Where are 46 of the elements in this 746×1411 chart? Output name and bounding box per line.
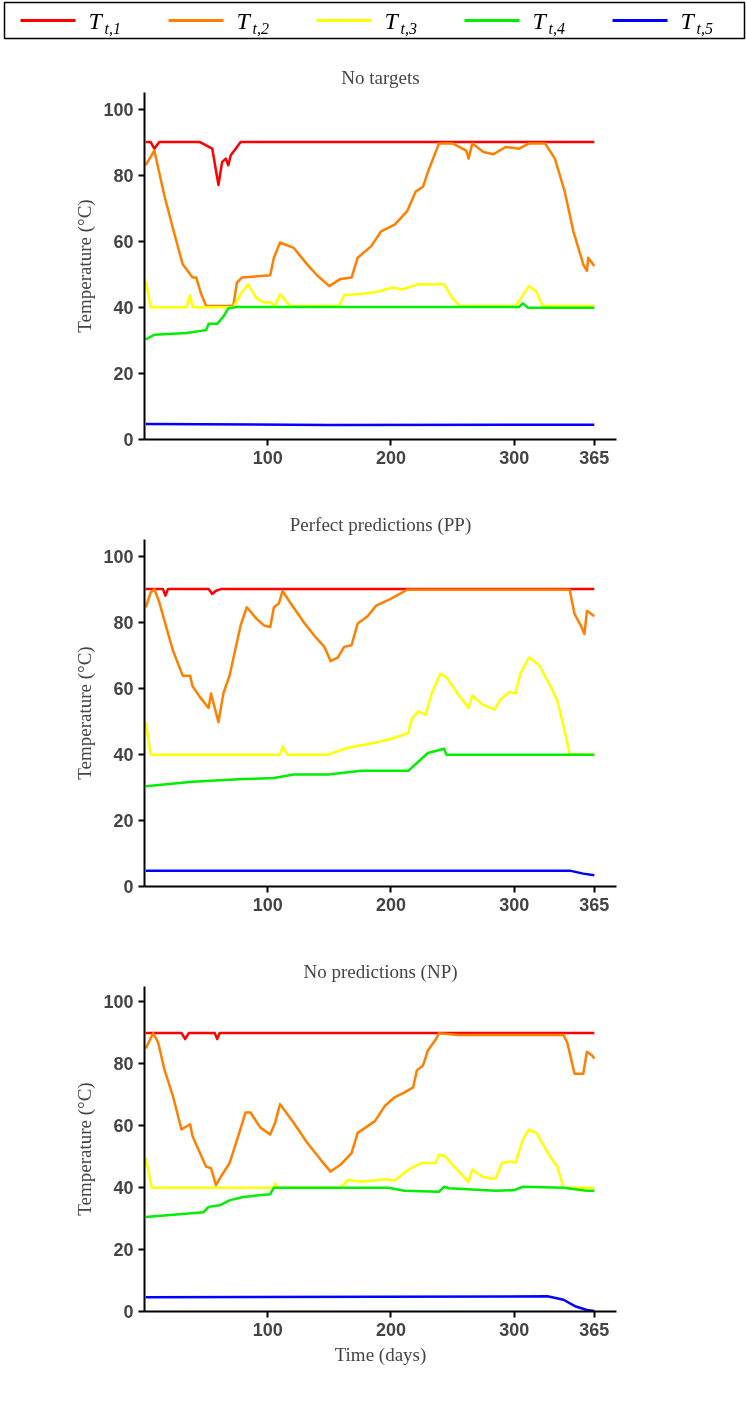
x-tick-label: 300 <box>499 447 530 468</box>
x-axis-title: Time (days) <box>334 1343 427 1366</box>
x-tick-label: 365 <box>579 1319 610 1340</box>
y-tick-label: 0 <box>123 877 134 897</box>
x-tick-label: 100 <box>252 1319 283 1340</box>
chart-title: No targets <box>341 66 420 88</box>
y-tick-label: 20 <box>113 363 134 384</box>
y-axis-title: Temperature (°C) <box>74 646 97 780</box>
x-tick-label: 100 <box>252 894 283 915</box>
y-tick-label: 60 <box>113 231 134 252</box>
x-tick-label: 300 <box>499 894 530 915</box>
y-tick-label: 40 <box>113 297 134 318</box>
chart-title: Perfect predictions (PP) <box>289 513 472 536</box>
x-tick-label: 365 <box>579 447 610 468</box>
y-tick-label: 0 <box>123 1302 134 1322</box>
chart-title: No predictions (NP) <box>303 960 458 983</box>
y-tick-label: 100 <box>103 546 134 567</box>
line-series <box>144 1295 596 1312</box>
y-tick-label: 60 <box>113 1116 134 1137</box>
line-series <box>144 279 596 309</box>
y-tick-label: 20 <box>113 810 134 831</box>
x-tick-label: 100 <box>252 447 283 468</box>
y-tick-label: 60 <box>113 678 134 699</box>
line-series <box>144 1185 596 1219</box>
x-tick-label: 200 <box>375 1319 407 1340</box>
y-tick-label: 80 <box>113 165 134 186</box>
line-series <box>144 1031 596 1187</box>
y-axis-title: Temperature (°C) <box>74 199 97 333</box>
y-tick-label: 80 <box>113 1054 134 1075</box>
line-series <box>144 747 596 788</box>
y-tick-label: 80 <box>113 612 134 633</box>
x-tick-label: 200 <box>375 894 407 915</box>
line-series <box>144 302 596 341</box>
line-series <box>144 140 596 187</box>
x-tick-label: 365 <box>579 894 610 915</box>
line-series <box>144 142 596 308</box>
y-tick-label: 100 <box>103 992 134 1013</box>
y-tick-label: 40 <box>113 744 134 765</box>
y-tick-label: 20 <box>113 1240 134 1261</box>
y-tick-label: 100 <box>103 99 134 120</box>
y-tick-label: 0 <box>123 430 134 450</box>
y-axis-title: Temperature (°C) <box>74 1082 97 1216</box>
x-tick-label: 200 <box>375 447 407 468</box>
y-tick-label: 40 <box>113 1178 134 1199</box>
x-tick-label: 300 <box>499 1319 530 1340</box>
line-series <box>144 587 596 724</box>
